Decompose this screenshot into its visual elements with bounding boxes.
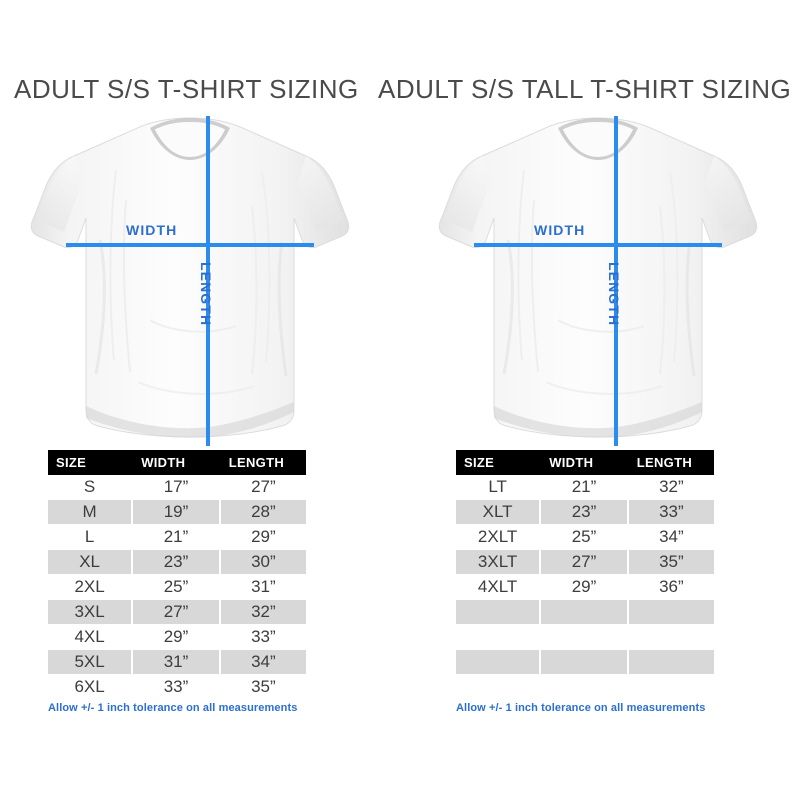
cell-width: 27” (541, 550, 629, 575)
column-header-size: SIZE (48, 450, 134, 475)
table-row: 4XLT 29” 36” (456, 575, 714, 600)
table-row: XL 23” 30” (48, 550, 306, 575)
cell-length: 30” (220, 550, 306, 575)
table-row: 5XL 31” 34” (48, 650, 306, 675)
cell-size: LT (456, 475, 542, 500)
cell-size: 2XL (48, 575, 134, 600)
table-row: XLT 23” 33” (456, 500, 714, 525)
cell-width: 25” (133, 575, 221, 600)
cell-size: 3XL (48, 600, 134, 625)
cell-length: 29” (220, 525, 306, 550)
cell-length: 31” (220, 575, 306, 600)
cell-length: 33” (220, 625, 306, 650)
cell-length: 32” (628, 475, 714, 500)
cell-size: 4XL (48, 625, 134, 650)
cell-size (456, 650, 542, 675)
cell-length: 34” (220, 650, 306, 675)
tshirt-icon (438, 117, 758, 438)
cell-length: 36” (628, 575, 714, 600)
table-row: S 17” 27” (48, 475, 306, 500)
size-table-adult-ss: SIZE WIDTH LENGTH S 17” 27” M 19” 28” (48, 450, 306, 700)
size-chart-panel-adult-ss-tall: WIDTH LENGTH SIZE WIDTH LENGTH LT 21” (418, 110, 778, 730)
cell-width: 29” (133, 625, 221, 650)
column-header-size: SIZE (456, 450, 542, 475)
table-row (456, 600, 714, 625)
cell-size (456, 600, 542, 625)
table-header-row: SIZE WIDTH LENGTH (48, 450, 306, 475)
cell-width: 23” (133, 550, 221, 575)
cell-width: 27” (133, 600, 221, 625)
size-chart-panel-adult-ss: WIDTH LENGTH SIZE WIDTH LENGTH S 17” (10, 110, 370, 730)
cell-width: 19” (133, 500, 221, 525)
cell-size: S (48, 475, 134, 500)
table-row: 3XLT 27” 35” (456, 550, 714, 575)
size-table-adult-ss-tall: SIZE WIDTH LENGTH LT 21” 32” XLT 23” 33” (456, 450, 714, 700)
cell-size: L (48, 525, 134, 550)
cell-length: 32” (220, 600, 306, 625)
cell-size: 3XLT (456, 550, 542, 575)
tshirt-icon (30, 117, 350, 438)
cell-width: 33” (133, 675, 221, 700)
cell-length: 27” (220, 475, 306, 500)
table-row (456, 650, 714, 675)
table-header-row: SIZE WIDTH LENGTH (456, 450, 714, 475)
table-row: 4XL 29” 33” (48, 625, 306, 650)
cell-width: 29” (541, 575, 629, 600)
cell-width: 25” (541, 525, 629, 550)
table-row: L 21” 29” (48, 525, 306, 550)
table-row: 3XL 27” 32” (48, 600, 306, 625)
cell-length: 33” (628, 500, 714, 525)
table-row: 2XL 25” 31” (48, 575, 306, 600)
table-row: LT 21” 32” (456, 475, 714, 500)
tshirt-illustration-adult-ss-tall: WIDTH LENGTH (438, 110, 758, 455)
column-header-length: LENGTH (628, 450, 714, 475)
cell-size (456, 625, 542, 650)
cell-length: 34” (628, 525, 714, 550)
cell-size: 6XL (48, 675, 134, 700)
cell-width (541, 675, 629, 700)
table-row: M 19” 28” (48, 500, 306, 525)
page-title-adult-ss: ADULT S/S T-SHIRT SIZING (14, 74, 359, 104)
cell-length: 35” (628, 550, 714, 575)
column-header-width: WIDTH (541, 450, 629, 475)
cell-width (541, 650, 629, 675)
table-row (456, 675, 714, 700)
cell-length: 28” (220, 500, 306, 525)
tshirt-illustration-adult-ss: WIDTH LENGTH (30, 110, 350, 455)
cell-length (628, 600, 714, 625)
cell-size: M (48, 500, 134, 525)
cell-width: 31” (133, 650, 221, 675)
table-row: 2XLT 25” 34” (456, 525, 714, 550)
cell-width: 21” (541, 475, 629, 500)
cell-size: 5XL (48, 650, 134, 675)
cell-length (628, 675, 714, 700)
cell-length (628, 650, 714, 675)
column-header-width: WIDTH (133, 450, 221, 475)
table-row (456, 625, 714, 650)
tolerance-footnote: Allow +/- 1 inch tolerance on all measur… (456, 702, 706, 714)
cell-size (456, 675, 542, 700)
cell-width: 17” (133, 475, 221, 500)
column-header-length: LENGTH (220, 450, 306, 475)
cell-width (541, 600, 629, 625)
cell-width (541, 625, 629, 650)
cell-length (628, 625, 714, 650)
cell-size: 4XLT (456, 575, 542, 600)
cell-size: XLT (456, 500, 542, 525)
page-title-adult-ss-tall: ADULT S/S TALL T-SHIRT SIZING (378, 74, 792, 104)
cell-length: 35” (220, 675, 306, 700)
cell-size: XL (48, 550, 134, 575)
cell-width: 23” (541, 500, 629, 525)
cell-width: 21” (133, 525, 221, 550)
cell-size: 2XLT (456, 525, 542, 550)
tolerance-footnote: Allow +/- 1 inch tolerance on all measur… (48, 702, 298, 714)
table-row: 6XL 33” 35” (48, 675, 306, 700)
